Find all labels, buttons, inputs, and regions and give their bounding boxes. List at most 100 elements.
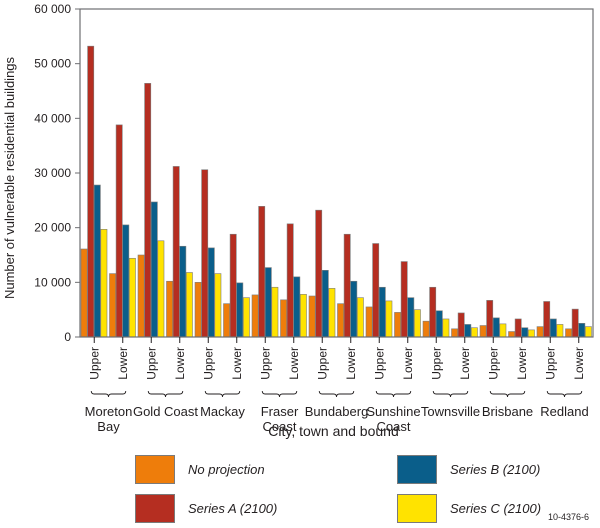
x-tick-label-lower: Lower [401,347,415,380]
bar-series-a-2100-7 [286,223,294,338]
group-brace [90,390,127,398]
bar-no-projection-17 [565,328,572,338]
bar-series-b-2100-4 [207,247,215,338]
bar-no-projection-6 [251,294,259,338]
bar-no-projection-4 [194,282,202,338]
bar-series-b-2100-9 [350,280,358,338]
group-brace [546,390,583,398]
bar-series-a-2100-10 [372,243,380,338]
x-tick-label-upper: Upper [372,347,386,380]
x-tick-label-lower: Lower [458,347,472,380]
bar-series-a-2100-14 [486,300,494,338]
bar-series-a-2100-8 [315,209,323,338]
x-tick-label-lower: Lower [344,347,358,380]
y-tick-label: 60 000 [34,2,71,16]
bar-series-c-2100-15 [527,329,535,338]
x-tick-label-upper: Upper [144,347,158,380]
group-label: Bundaberg [305,404,369,419]
group-label: Gold Coast [133,404,198,419]
legend-item-series-c: Series C (2100) [397,494,541,523]
y-tick-label: 40 000 [34,111,71,125]
group-label: Coast [377,419,411,434]
bar-series-b-2100-8 [321,270,329,338]
bar-series-c-2100-2 [157,240,165,338]
group-brace [489,390,526,398]
legend-label: Series A (2100) [188,501,278,516]
bar-series-c-2100-4 [214,273,222,338]
x-tick-label-lower: Lower [287,347,301,380]
bar-series-b-2100-3 [179,245,187,338]
bar-series-c-2100-17 [584,326,592,338]
group-label: Bay [97,419,120,434]
bar-no-projection-9 [337,303,344,338]
group-brace [147,390,184,398]
bar-series-a-2100-0 [87,45,95,338]
x-axis: Upper Lower Upper Lower Upper Lower Upper Lower… [85,337,589,434]
group-label: Fraser [261,404,299,419]
bar-series-b-2100-10 [378,286,386,338]
bar-series-a-2100-4 [201,169,209,338]
bar-series-a-2100-13 [457,312,465,338]
bar-no-projection-14 [479,325,487,338]
x-tick-label-lower: Lower [173,347,187,380]
bar-series-a-2100-12 [429,286,437,338]
bar-series-b-2100-16 [549,318,557,338]
bar-series-c-2100-3 [186,272,193,338]
bar-series-c-2100-10 [385,300,393,338]
x-tick-label-upper: Upper [87,347,101,380]
bar-series-c-2100-8 [328,288,336,338]
group-label: Brisbane [482,404,533,419]
bar-series-a-2100-2 [144,83,152,338]
x-tick-label-lower: Lower [515,347,529,380]
bar-no-projection-2 [137,254,145,338]
x-tick-label-upper: Upper [201,347,215,380]
group-brace [318,390,355,398]
bar-series-a-2100-1 [115,124,123,338]
bar-series-a-2100-16 [543,301,551,338]
group-brace [204,390,241,398]
bar-no-projection-1 [109,273,116,338]
bar-series-b-2100-0 [93,184,101,338]
bar-series-b-2100-5 [236,282,244,338]
bar-series-c-2100-13 [470,327,478,338]
group-label: Mackay [200,404,245,419]
bar-series-a-2100-17 [571,308,579,338]
bar-no-projection-7 [280,299,287,338]
bar-series-b-2100-17 [578,323,586,338]
bar-no-projection-10 [365,306,373,338]
bar-series-c-2100-12 [442,318,450,338]
x-tick-label-upper: Upper [258,347,272,380]
bars-layer [80,45,592,338]
y-tick-label: 0 [64,330,71,344]
y-axis: 0 10 000 20 000 30 000 40 000 50 000 60 000 [34,2,80,344]
group-brace [432,390,469,398]
group-label: Townsville [421,404,480,419]
bar-series-a-2100-6 [258,206,266,338]
bar-series-b-2100-6 [264,267,272,338]
bar-no-projection-16 [536,326,544,338]
bar-series-b-2100-2 [150,201,158,338]
bar-series-a-2100-11 [400,261,408,338]
bar-no-projection-8 [308,295,316,338]
bar-no-projection-13 [451,328,458,338]
bar-series-b-2100-14 [492,317,500,338]
x-tick-label-lower: Lower [116,347,130,380]
bar-no-projection-11 [394,312,401,338]
y-tick-label: 50 000 [34,57,71,71]
group-label: Sunshine [366,404,420,419]
bar-series-c-2100-5 [243,297,250,338]
bar-no-projection-0 [80,248,88,338]
legend-swatch [397,455,437,484]
bar-series-b-2100-7 [293,276,301,338]
group-label: Coast [263,419,297,434]
bar-series-c-2100-1 [129,257,136,338]
x-tick-label-upper: Upper [315,347,329,380]
y-tick-label: 10 000 [34,275,71,289]
legend-swatch [397,494,437,523]
bar-series-c-2100-6 [271,286,279,338]
y-tick-label: 20 000 [34,221,71,235]
bar-series-c-2100-16 [556,324,564,338]
bar-series-a-2100-5 [229,233,237,338]
bar-series-c-2100-14 [499,323,507,338]
x-tick-label-lower: Lower [230,347,244,380]
